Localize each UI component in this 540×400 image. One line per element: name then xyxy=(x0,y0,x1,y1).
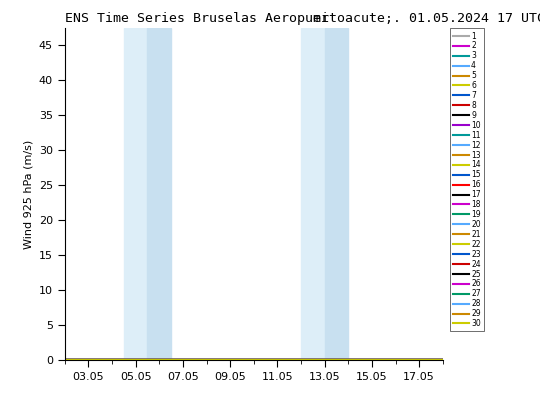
Bar xyxy=(301,28,325,360)
Bar xyxy=(147,28,171,360)
Bar xyxy=(325,28,348,360)
Text: mi  acute;. 01.05.2024 17 UTC: mi acute;. 01.05.2024 17 UTC xyxy=(313,12,540,25)
Legend: 1, 2, 3, 4, 5, 6, 7, 8, 9, 10, 11, 12, 13, 14, 15, 16, 17, 18, 19, 20, 21, 22, 2: 1, 2, 3, 4, 5, 6, 7, 8, 9, 10, 11, 12, 1… xyxy=(450,28,484,331)
Y-axis label: Wind 925 hPa (m/s): Wind 925 hPa (m/s) xyxy=(23,139,33,249)
Text: ENS Time Series Bruselas Aeropuerto: ENS Time Series Bruselas Aeropuerto xyxy=(65,12,345,25)
Bar xyxy=(124,28,147,360)
